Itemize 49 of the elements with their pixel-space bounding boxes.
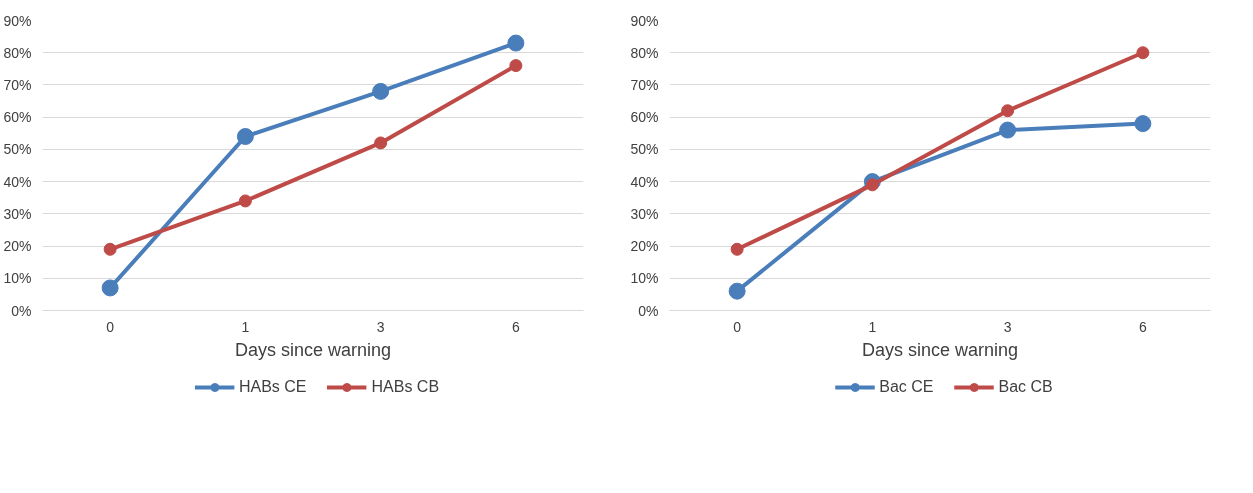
legend-label: HABs CB xyxy=(371,378,440,396)
point xyxy=(728,282,746,300)
point xyxy=(103,242,117,256)
point xyxy=(372,82,390,100)
point xyxy=(1134,115,1152,133)
point xyxy=(236,128,254,145)
y-tick-label: 10% xyxy=(630,270,659,287)
point xyxy=(1001,104,1015,118)
y-tick-label: 50% xyxy=(630,141,659,158)
point xyxy=(999,121,1017,139)
x-axis-title: Days since warning xyxy=(234,339,392,360)
point xyxy=(507,34,525,52)
x-tick-label: 3 xyxy=(1003,318,1012,335)
y-tick-label: 70% xyxy=(630,76,659,93)
y-tick-label: 0% xyxy=(638,302,659,319)
y-tick-label: 90% xyxy=(3,12,32,29)
legend-label: Bac CB xyxy=(998,378,1053,396)
y-tick-label: 20% xyxy=(3,238,32,255)
point xyxy=(730,242,744,256)
y-tick-label: 30% xyxy=(630,205,659,222)
y-tick-label: 40% xyxy=(3,173,32,190)
x-tick-label: 6 xyxy=(1138,318,1147,335)
x-tick-label: 0 xyxy=(733,318,742,335)
legend-label: HABs CE xyxy=(238,378,307,396)
y-tick-label: 80% xyxy=(3,44,32,61)
point xyxy=(238,194,252,208)
y-tick-label: 30% xyxy=(3,205,32,222)
y-tick-label: 70% xyxy=(3,76,32,93)
y-tick-label: 80% xyxy=(630,44,659,61)
point xyxy=(509,59,523,73)
point xyxy=(374,136,388,150)
y-tick-label: 10% xyxy=(3,270,32,287)
point xyxy=(865,178,879,192)
x-tick-label: 1 xyxy=(868,318,877,335)
y-tick-label: 20% xyxy=(630,238,659,255)
x-tick-label: 3 xyxy=(376,318,385,335)
x-tick-label: 0 xyxy=(106,318,115,335)
y-tick-label: 0% xyxy=(11,302,32,319)
y-tick-label: 50% xyxy=(3,141,32,158)
y-tick-label: 40% xyxy=(630,173,659,190)
y-tick-label: 60% xyxy=(630,109,659,126)
point xyxy=(101,279,119,297)
y-tick-label: 60% xyxy=(3,109,32,126)
x-axis-title: Days since warning xyxy=(861,339,1019,360)
x-tick-label: 6 xyxy=(511,318,520,335)
legend-label: Bac CE xyxy=(879,378,934,396)
x-tick-label: 1 xyxy=(241,318,250,335)
y-tick-label: 90% xyxy=(630,12,659,29)
point xyxy=(1136,46,1150,60)
